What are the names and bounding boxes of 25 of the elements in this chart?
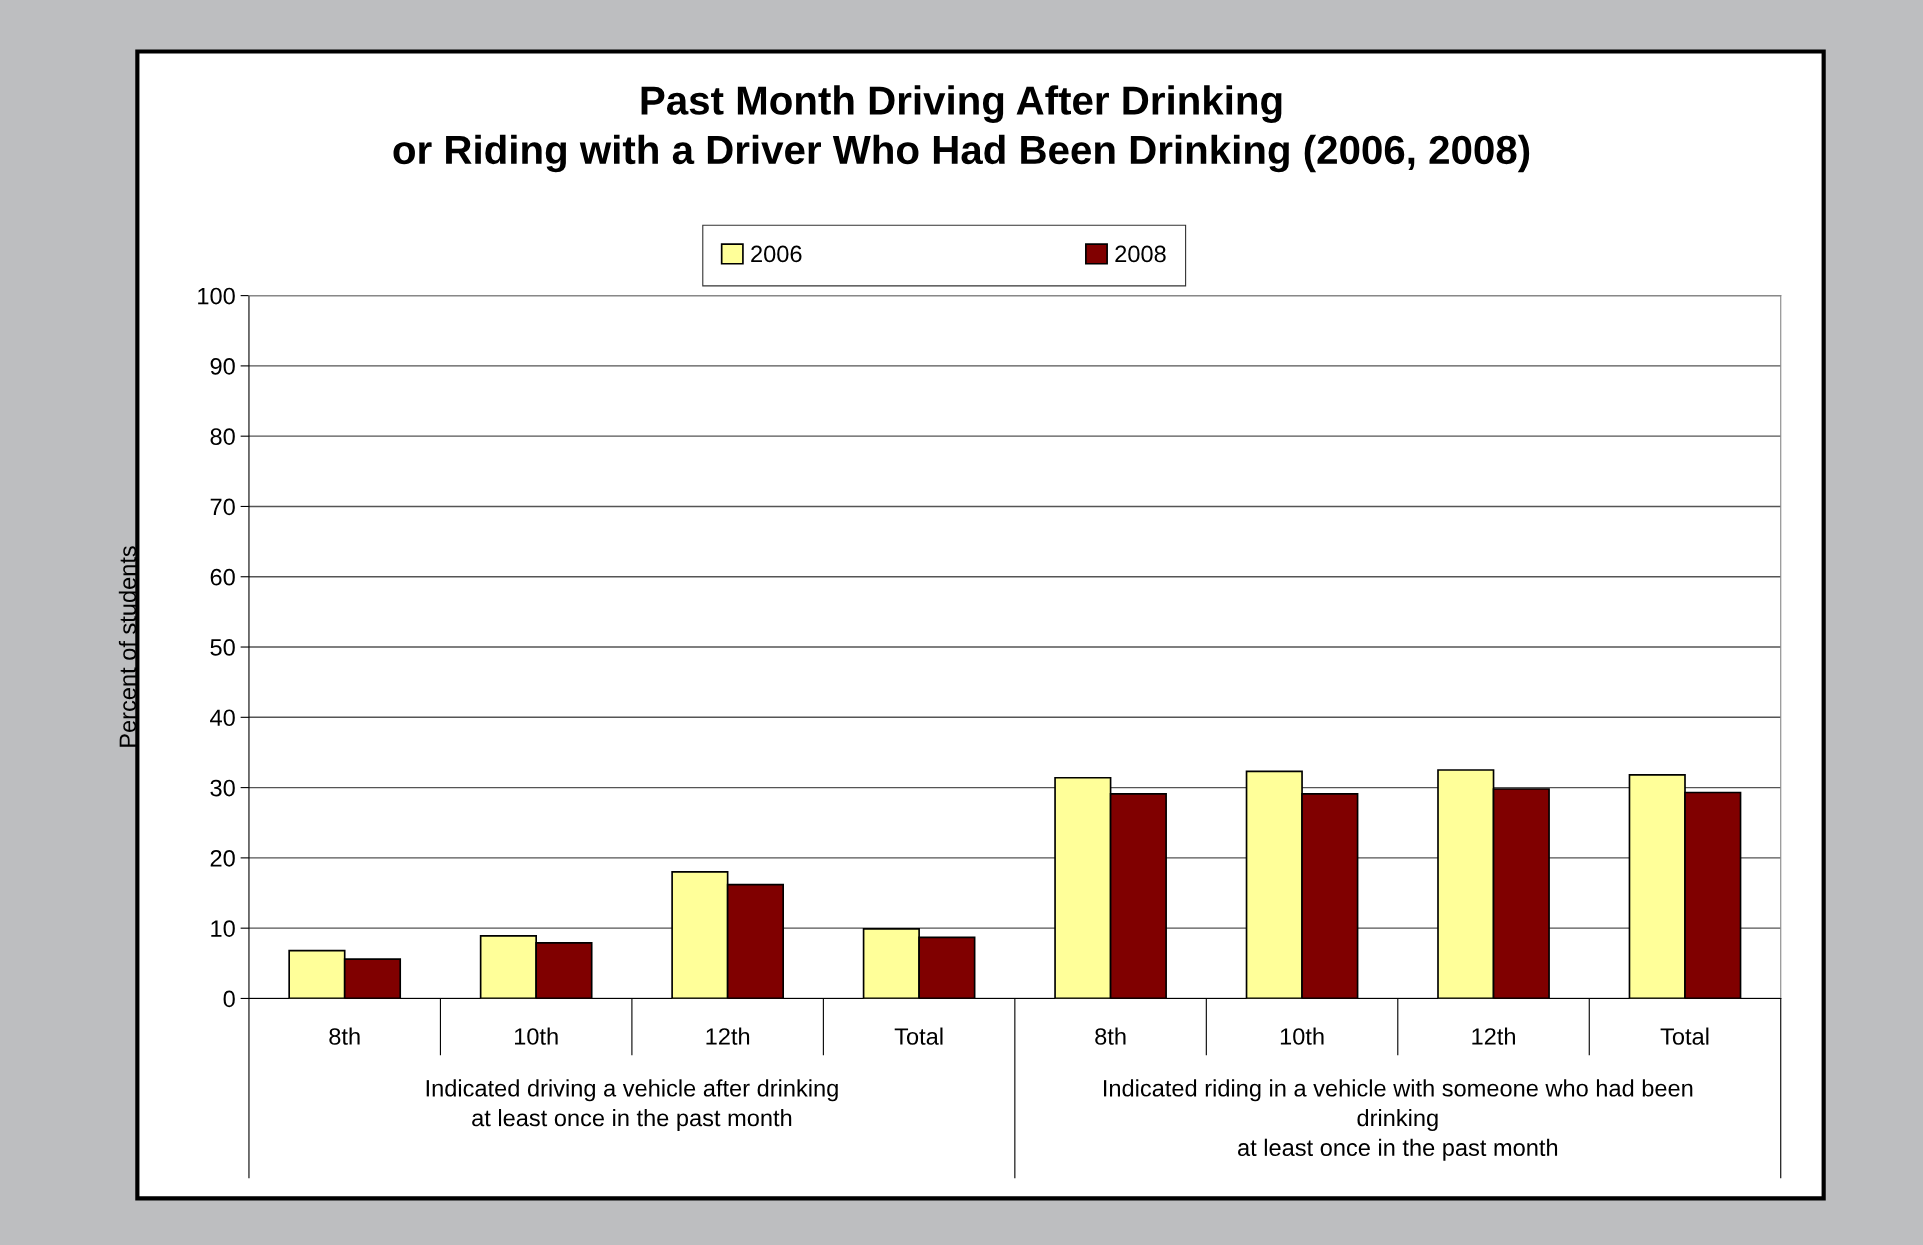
y-tick-label: 20 <box>210 849 235 867</box>
x-tick-label: 10th <box>1280 1027 1324 1045</box>
legend-label: 2008 <box>1115 245 1166 263</box>
x-tick-label: 8th <box>329 1027 360 1045</box>
x-tick-label: 8th <box>1095 1027 1126 1045</box>
x-tick-label: 10th <box>514 1027 558 1045</box>
y-tick-label: 60 <box>210 568 235 586</box>
x-tick-label: Total <box>894 1027 943 1045</box>
text: Indicated riding in a vehicle with someone who had been drinking at least once in the past month <box>1104 1079 1693 1161</box>
y-tick-label: 90 <box>210 357 235 375</box>
y-tick-label: 30 <box>210 779 235 797</box>
y-tick-label: 80 <box>210 428 235 445</box>
legend-label: 2006 <box>751 245 802 263</box>
x-tick-label: Total <box>1660 1027 1709 1045</box>
y-tick-label: 0 <box>223 990 235 1008</box>
x-tick-label: 12th <box>1472 1027 1515 1045</box>
y-tick-label: 40 <box>210 709 235 727</box>
text: Indicated driving a vehicle after drinking at least once in the past month <box>426 1079 838 1131</box>
y-tick-label: 70 <box>210 498 235 516</box>
x-tick-label: 12th <box>706 1027 750 1045</box>
y-tick-label: 10 <box>211 920 235 937</box>
y-tick-label: 50 <box>210 639 235 656</box>
y-axis-title: Percent of students <box>118 546 137 747</box>
chart-title: Past Month Driving After Drinking or Riding with a Driver Who Had Been Drinking (2006, 2008) <box>393 85 1530 173</box>
y-tick-label: 100 <box>198 287 235 305</box>
